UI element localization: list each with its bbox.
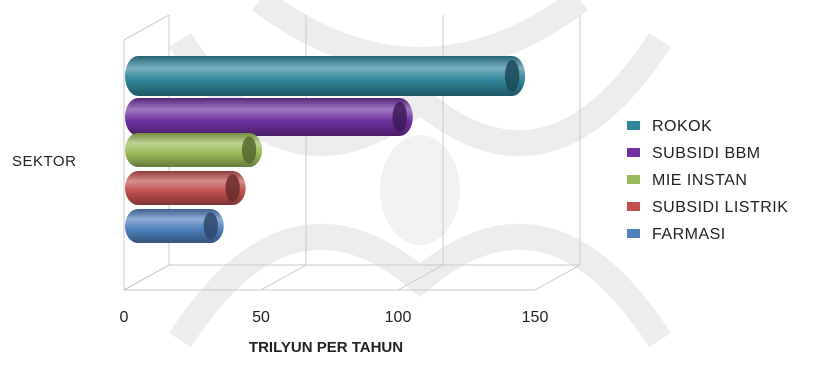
bar-body [125, 133, 263, 167]
bar-body [125, 171, 246, 205]
legend-swatch [627, 175, 640, 184]
gridline-floor [123, 264, 170, 291]
legend-swatch [627, 121, 640, 130]
x-tick-label: 0 [120, 309, 129, 326]
bar-end-cap [241, 136, 257, 164]
x-tick-labels: 0 50 100 150 [120, 309, 549, 326]
x-tick-label: 100 [385, 309, 412, 326]
x-tick-label: 150 [522, 309, 549, 326]
bar-subsidi-bbm [125, 98, 413, 136]
gridline-floor [397, 264, 444, 291]
legend-label: SUBSIDI BBM [652, 145, 761, 162]
bar-farmasi [125, 209, 224, 243]
bar-subsidi-listrik [125, 171, 246, 205]
bar-body [125, 56, 526, 96]
bar-chart: 0 50 100 150 SEKTOR TRILYUN PER TAHUN ROKOK… [12, 14, 788, 356]
gridline-floor [534, 264, 581, 291]
x-axis-title: TRILYUN PER TAHUN [249, 339, 403, 356]
bar-body [125, 209, 224, 243]
bar-end-cap [392, 101, 407, 133]
legend-label: ROKOK [652, 118, 712, 135]
bar-end-cap [504, 60, 520, 92]
chart-bars [125, 56, 526, 243]
gridline-floor [260, 264, 307, 291]
wall-top-edge [123, 14, 170, 41]
bar-mie-instan [125, 133, 263, 167]
legend-swatch [627, 229, 640, 238]
bar-end-cap [225, 174, 240, 202]
chart-legend: ROKOK SUBSIDI BBM MIE INSTAN SUBSIDI LISTRI… [627, 118, 788, 243]
y-axis-category-label: SEKTOR [12, 153, 76, 170]
legend-swatch [627, 202, 640, 211]
legend-label: SUBSIDI LISTRIK [652, 199, 788, 216]
bar-end-cap [203, 212, 218, 240]
bar-body [125, 98, 413, 136]
legend-swatch [627, 148, 640, 157]
x-tick-label: 50 [252, 309, 270, 326]
bar-rokok [125, 56, 526, 96]
legend-label: MIE INSTAN [652, 172, 747, 189]
legend-label: FARMASI [652, 226, 726, 243]
